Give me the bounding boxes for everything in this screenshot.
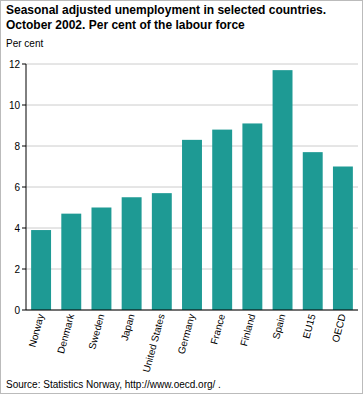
- bar: [91, 208, 111, 311]
- category-label: Norway: [27, 313, 46, 349]
- tick-label: 12: [9, 59, 21, 70]
- bar: [273, 70, 293, 310]
- category-label: Sweden: [86, 313, 106, 351]
- tick-label: 2: [14, 264, 20, 275]
- title: Seasonal adjusted unemployment in select…: [6, 3, 326, 17]
- tick: [22, 146, 26, 147]
- bar: [31, 230, 51, 310]
- tick-label: 0: [14, 305, 20, 316]
- frame: [1, 1, 363, 394]
- bar: [333, 167, 353, 311]
- grid-line: [26, 310, 358, 311]
- category-label: Spain: [270, 313, 287, 341]
- bar: [152, 193, 172, 310]
- tick-label: 4: [14, 223, 20, 234]
- subtitle: October 2002. Per cent of the labour for…: [6, 18, 245, 32]
- category-label: United States: [141, 313, 167, 374]
- category-label: Finland: [238, 313, 257, 348]
- tick: [22, 310, 26, 311]
- tick-label: 6: [14, 182, 20, 193]
- tick: [22, 64, 26, 65]
- chart: Seasonal adjusted unemployment in select…: [0, 0, 363, 394]
- category-label: Denmark: [55, 312, 76, 355]
- category-label: OECD: [330, 313, 348, 344]
- y-label: Per cent: [6, 38, 43, 49]
- bar: [242, 123, 262, 310]
- source: Source: Statistics Norway, http://www.oe…: [6, 379, 221, 390]
- tick: [22, 228, 26, 229]
- bar: [303, 152, 323, 310]
- bar: [212, 130, 232, 310]
- tick-label: 8: [14, 141, 20, 152]
- category-label: Japan: [119, 313, 137, 342]
- category-label: EU15: [301, 312, 318, 339]
- bar: [182, 140, 202, 310]
- tick: [22, 105, 26, 106]
- y-axis: [26, 64, 27, 310]
- category-label: Germany: [176, 313, 197, 356]
- grid-line: [26, 105, 358, 106]
- bar: [61, 214, 81, 310]
- tick-label: 10: [9, 100, 21, 111]
- tick: [22, 269, 26, 270]
- tick: [22, 187, 26, 188]
- bars: [31, 70, 353, 310]
- bar: [122, 197, 142, 310]
- category-label: France: [208, 312, 227, 345]
- grid-line: [26, 64, 358, 65]
- x-axis: [26, 310, 358, 311]
